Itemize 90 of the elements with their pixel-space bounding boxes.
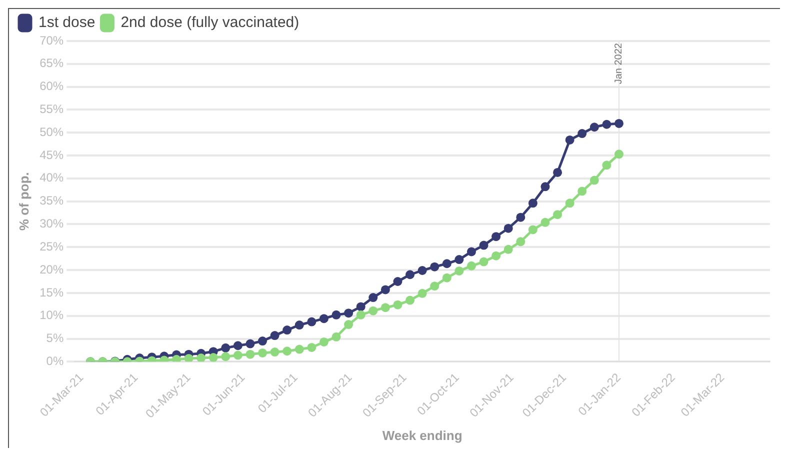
point xyxy=(442,273,452,282)
point xyxy=(430,282,440,291)
point xyxy=(282,346,292,356)
point xyxy=(356,302,366,312)
y-tick-label: 10% xyxy=(40,308,64,322)
point xyxy=(307,342,316,352)
point xyxy=(578,186,587,196)
point xyxy=(454,255,464,264)
point xyxy=(368,293,378,302)
point xyxy=(528,225,538,234)
point xyxy=(221,352,230,362)
y-tick-label: 50% xyxy=(40,124,64,139)
point xyxy=(380,303,390,312)
point xyxy=(553,210,562,220)
point xyxy=(590,176,599,185)
point xyxy=(282,326,292,335)
point xyxy=(196,353,206,362)
point xyxy=(540,182,550,192)
point xyxy=(466,247,476,256)
point xyxy=(602,120,612,129)
point xyxy=(332,310,341,320)
y-tick-label: 30% xyxy=(40,216,64,231)
point xyxy=(393,300,402,310)
point xyxy=(221,343,230,352)
point xyxy=(454,266,464,276)
point xyxy=(528,198,538,208)
y-tick-label: 40% xyxy=(40,170,64,185)
y-tick-label: 60% xyxy=(40,79,64,94)
point xyxy=(332,332,341,342)
point xyxy=(246,339,255,348)
point xyxy=(294,344,304,354)
y-tick-label: 35% xyxy=(40,194,64,208)
point xyxy=(406,270,415,280)
point xyxy=(466,261,476,270)
point xyxy=(578,129,587,138)
point xyxy=(270,348,280,357)
point xyxy=(492,232,501,242)
point xyxy=(614,150,624,159)
y-tick-label: 55% xyxy=(40,102,64,116)
point xyxy=(553,168,562,177)
point xyxy=(344,308,354,318)
point xyxy=(246,350,255,359)
point xyxy=(380,285,390,294)
point xyxy=(614,118,624,128)
point xyxy=(430,262,440,272)
legend-label: 1st dose xyxy=(38,14,96,32)
y-tick-label: 0% xyxy=(46,354,64,368)
point xyxy=(479,257,488,266)
point xyxy=(565,135,574,144)
point xyxy=(344,320,354,330)
point xyxy=(270,331,280,340)
point xyxy=(565,198,574,208)
y-tick-label: 65% xyxy=(40,56,64,70)
point xyxy=(602,160,612,170)
point xyxy=(418,288,427,298)
point xyxy=(418,266,427,275)
y-tick-label: 70% xyxy=(40,33,64,48)
point xyxy=(479,240,488,250)
y-tick-label: 45% xyxy=(40,148,64,162)
point xyxy=(492,251,501,260)
y-tick-label: 20% xyxy=(40,262,64,276)
y-tick-label: 15% xyxy=(40,285,64,300)
point xyxy=(393,276,402,286)
y-tick-label: 25% xyxy=(40,239,64,254)
point xyxy=(258,336,268,346)
point xyxy=(208,353,218,362)
point xyxy=(442,259,452,268)
y-axis-title: % of pop. xyxy=(16,172,32,231)
point xyxy=(590,122,599,132)
point xyxy=(233,350,242,360)
point xyxy=(307,317,316,326)
x-axis-title: Week ending xyxy=(382,428,462,443)
point xyxy=(516,237,526,246)
point xyxy=(233,341,242,350)
point xyxy=(319,337,328,346)
point xyxy=(258,348,268,358)
point xyxy=(504,244,513,254)
y-tick-label: 5% xyxy=(46,331,64,346)
point xyxy=(368,306,378,316)
point xyxy=(504,224,513,233)
point xyxy=(294,320,304,330)
point xyxy=(319,314,328,324)
point xyxy=(356,310,366,320)
legend-label: 2nd dose (fully vaccinated) xyxy=(120,14,300,32)
ref-line-label: Jan 2022 xyxy=(614,42,625,84)
point xyxy=(184,354,194,362)
point xyxy=(516,212,526,222)
point xyxy=(172,354,181,362)
point xyxy=(540,218,550,227)
point xyxy=(406,296,415,305)
